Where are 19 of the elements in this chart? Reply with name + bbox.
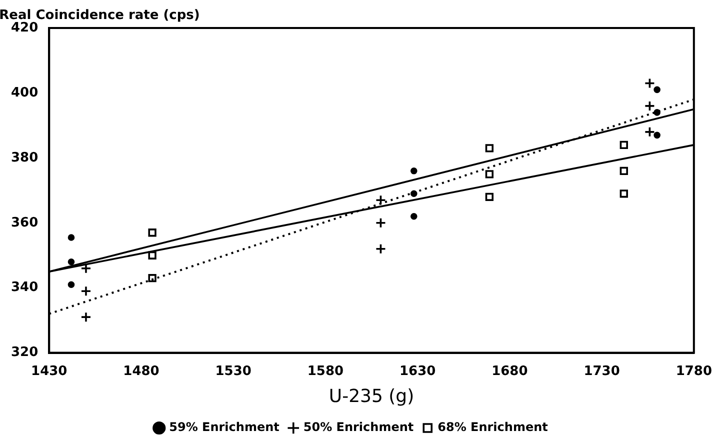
y-tick-label: 400 <box>10 85 38 100</box>
x-tick-label: 1530 <box>215 364 252 379</box>
y-tick-label: 380 <box>10 150 38 166</box>
x-tick-label: 1580 <box>307 364 344 379</box>
x-tick-label: 1480 <box>123 364 160 379</box>
y-axis-title: Real Coincidence rate (cps) <box>0 8 200 23</box>
y-tick-label: 340 <box>10 280 38 296</box>
x-tick-label: 1730 <box>584 364 620 379</box>
x-axis-title: U-235 (g) <box>328 386 414 407</box>
legend-label: 59% Enrichment <box>169 420 280 434</box>
y-tick-label: 420 <box>10 20 38 36</box>
x-tick-label: 1630 <box>399 364 436 379</box>
x-tick-label: 1680 <box>492 364 528 379</box>
legend-label: 50% Enrichment <box>303 420 414 434</box>
y-tick-label: 360 <box>10 215 38 230</box>
legend-label: 68% Enrichment <box>438 420 548 434</box>
x-tick-label: 1430 <box>31 364 68 379</box>
x-tick-label: 1780 <box>676 364 712 379</box>
y-tick-label: 320 <box>10 345 38 360</box>
